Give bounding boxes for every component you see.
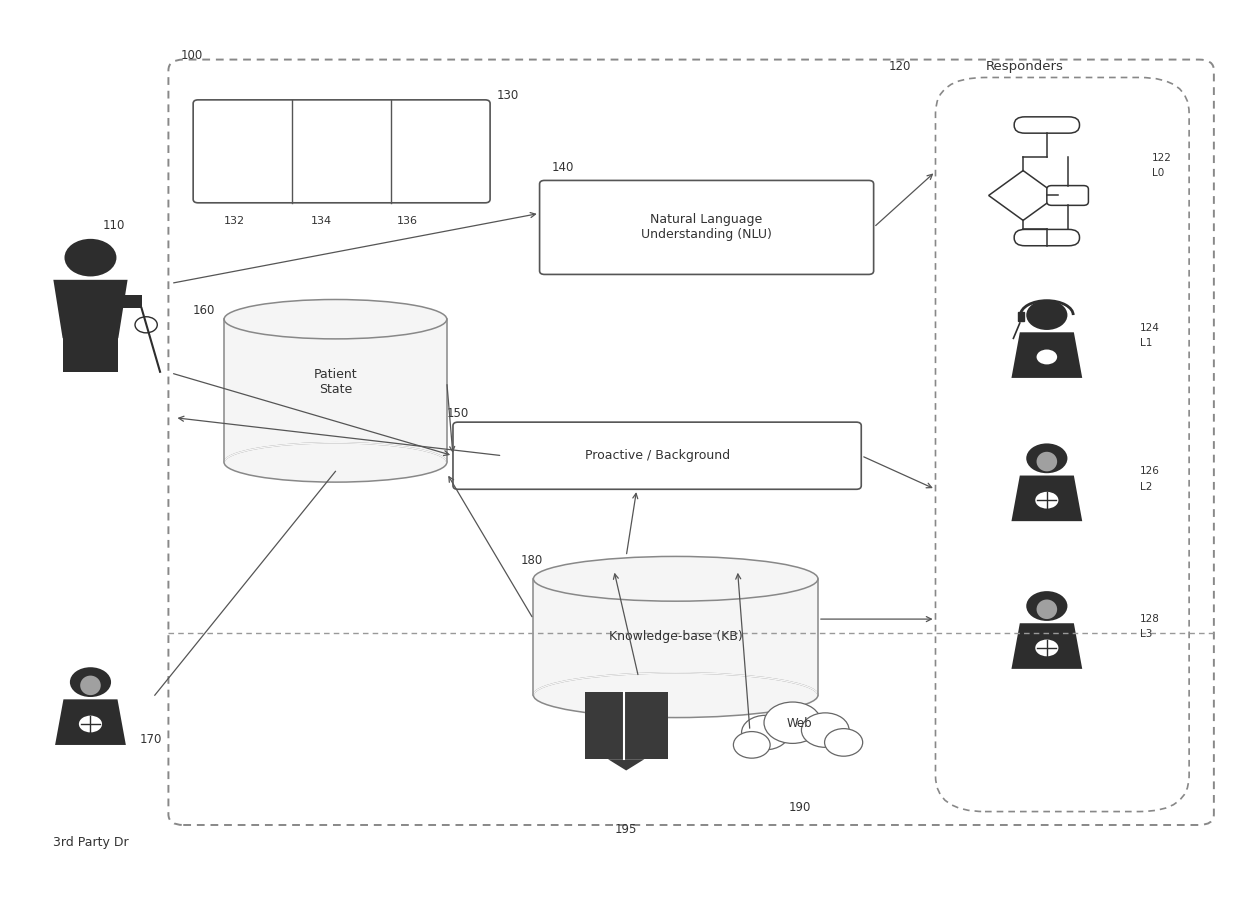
- Polygon shape: [988, 171, 1058, 220]
- Circle shape: [1035, 492, 1059, 508]
- FancyBboxPatch shape: [1047, 186, 1089, 206]
- Text: L0: L0: [1152, 168, 1164, 179]
- Polygon shape: [1012, 623, 1083, 669]
- Text: 110: 110: [103, 219, 125, 232]
- Ellipse shape: [1037, 452, 1058, 471]
- Text: 160: 160: [193, 304, 216, 317]
- Text: 140: 140: [552, 161, 574, 173]
- Text: 128: 128: [1140, 614, 1159, 624]
- Ellipse shape: [81, 675, 100, 695]
- Ellipse shape: [1037, 600, 1058, 619]
- Text: 100: 100: [181, 48, 203, 62]
- Ellipse shape: [224, 443, 446, 482]
- Circle shape: [1035, 639, 1059, 656]
- Ellipse shape: [533, 673, 818, 718]
- Ellipse shape: [724, 716, 874, 754]
- Circle shape: [64, 239, 117, 277]
- Text: 190: 190: [789, 801, 811, 814]
- Text: 150: 150: [446, 407, 469, 419]
- Polygon shape: [1012, 476, 1083, 521]
- Polygon shape: [53, 280, 128, 339]
- Text: 122: 122: [1152, 153, 1172, 163]
- FancyBboxPatch shape: [1014, 117, 1080, 133]
- Polygon shape: [1012, 332, 1083, 378]
- Text: L1: L1: [1140, 339, 1152, 348]
- Circle shape: [1027, 591, 1068, 621]
- Text: 134: 134: [311, 216, 332, 225]
- Circle shape: [825, 728, 863, 756]
- Text: Web: Web: [786, 718, 812, 730]
- Text: Proactive / Background: Proactive / Background: [584, 449, 729, 462]
- Polygon shape: [224, 319, 446, 462]
- Text: Natural Language
Understanding (NLU): Natural Language Understanding (NLU): [641, 214, 773, 242]
- Text: Knowledge-base (KB): Knowledge-base (KB): [609, 630, 743, 644]
- Text: Patient
State: Patient State: [314, 368, 357, 396]
- Text: L3: L3: [1140, 629, 1152, 639]
- Text: 180: 180: [521, 554, 543, 568]
- Text: 3rd Party Dr: 3rd Party Dr: [52, 836, 128, 850]
- Text: L2: L2: [1140, 481, 1152, 491]
- Circle shape: [1027, 300, 1068, 330]
- Text: 120: 120: [888, 60, 910, 73]
- Text: 126: 126: [1140, 466, 1159, 476]
- Polygon shape: [63, 336, 118, 372]
- FancyBboxPatch shape: [584, 691, 668, 759]
- FancyBboxPatch shape: [193, 100, 490, 203]
- Polygon shape: [118, 295, 141, 308]
- Circle shape: [1027, 444, 1068, 473]
- Circle shape: [764, 702, 821, 744]
- Text: Responders: Responders: [986, 60, 1063, 73]
- Circle shape: [1037, 349, 1058, 365]
- Ellipse shape: [224, 300, 446, 339]
- Text: 195: 195: [615, 823, 637, 836]
- Bar: [1018, 312, 1024, 321]
- Circle shape: [135, 317, 157, 333]
- Polygon shape: [533, 579, 818, 695]
- Text: 132: 132: [224, 216, 246, 225]
- Text: 136: 136: [397, 216, 418, 225]
- Ellipse shape: [533, 557, 818, 601]
- Polygon shape: [55, 700, 125, 745]
- Text: 130: 130: [496, 89, 518, 101]
- Polygon shape: [608, 759, 645, 770]
- Text: 124: 124: [1140, 323, 1159, 333]
- Circle shape: [733, 732, 770, 758]
- Text: 170: 170: [140, 734, 162, 746]
- FancyBboxPatch shape: [1014, 229, 1080, 246]
- Circle shape: [79, 716, 102, 733]
- Circle shape: [69, 667, 112, 697]
- FancyBboxPatch shape: [453, 422, 862, 489]
- FancyBboxPatch shape: [539, 180, 874, 275]
- Circle shape: [742, 716, 789, 750]
- Circle shape: [801, 713, 849, 747]
